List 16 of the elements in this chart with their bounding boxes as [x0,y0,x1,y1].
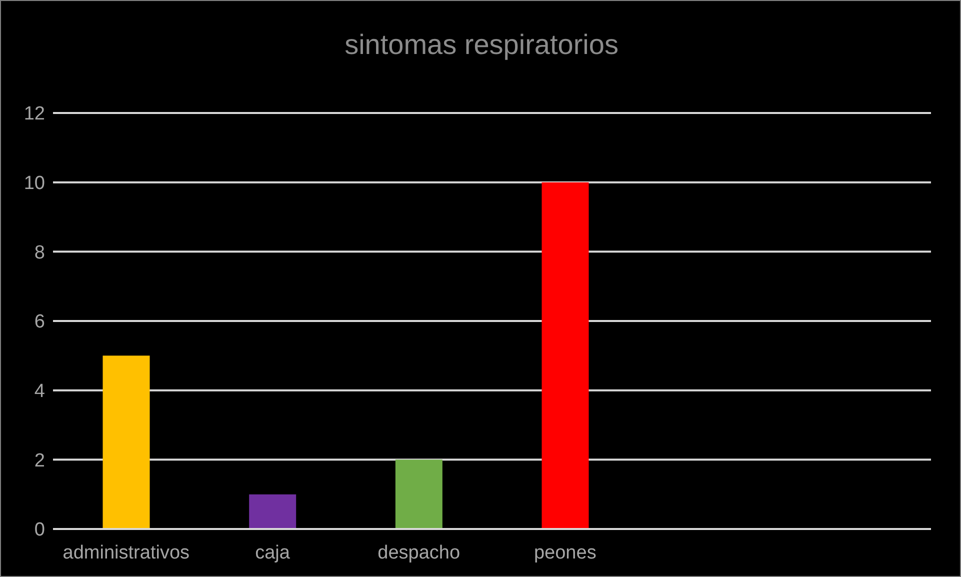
x-tick-label: despacho [378,542,460,564]
y-tick-label: 6 [34,312,45,333]
y-tick-label: 2 [34,450,45,472]
x-tick-label: caja [255,542,290,564]
bar [102,356,150,529]
chart-title: sintomas respiratorios [344,29,620,61]
x-tick-label: peones [534,542,596,564]
y-tick-label: 4 [34,381,46,402]
y-tick-label: 10 [24,173,45,194]
x-tick-label: administrativos [62,542,190,564]
bar [395,460,442,529]
bar [542,182,589,529]
y-tick-label: 0 [34,520,45,541]
y-tick-label: 12 [24,104,45,125]
bar [249,494,296,529]
y-tick-label: 8 [34,242,45,264]
